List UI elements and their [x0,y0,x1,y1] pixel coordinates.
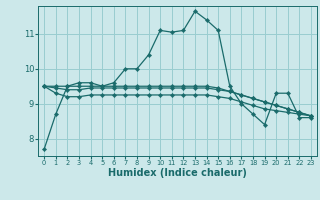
X-axis label: Humidex (Indice chaleur): Humidex (Indice chaleur) [108,168,247,178]
